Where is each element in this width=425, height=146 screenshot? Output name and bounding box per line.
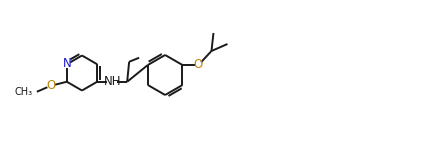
Text: N: N <box>62 57 71 70</box>
Text: CH₃: CH₃ <box>15 87 33 97</box>
Text: NH: NH <box>103 75 121 88</box>
Text: O: O <box>194 59 203 72</box>
Text: O: O <box>46 79 56 92</box>
